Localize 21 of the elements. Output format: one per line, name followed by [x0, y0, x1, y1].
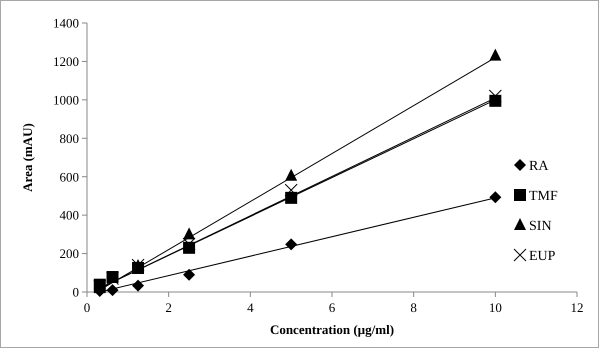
legend-label: SIN — [529, 218, 552, 234]
y-tick-label: 800 — [60, 130, 79, 146]
y-tick-label: 600 — [60, 169, 79, 184]
y-tick-label: 1400 — [53, 16, 79, 31]
x-tick-label: 6 — [328, 300, 336, 315]
x-tick-label: 2 — [165, 300, 172, 315]
x-tick-label: 10 — [488, 300, 502, 315]
y-axis-title: Area (mAU) — [20, 123, 35, 192]
y-tick-label: 0 — [72, 284, 79, 300]
x-tick-label: 8 — [410, 300, 417, 315]
x-tick-label: 12 — [570, 300, 584, 315]
y-tick-label: 1000 — [53, 92, 79, 108]
y-tick-label: 1200 — [53, 54, 79, 69]
y-tick-label: 400 — [60, 208, 79, 223]
legend-label: TMF — [529, 188, 558, 204]
legend-label: EUP — [529, 248, 556, 264]
legend-label: RA — [529, 158, 550, 174]
y-tick-label: 200 — [60, 246, 79, 262]
x-tick-label: 4 — [247, 300, 254, 315]
x-axis-title: Concentration (µg/ml) — [270, 322, 394, 337]
x-tick-label: 0 — [84, 300, 90, 315]
